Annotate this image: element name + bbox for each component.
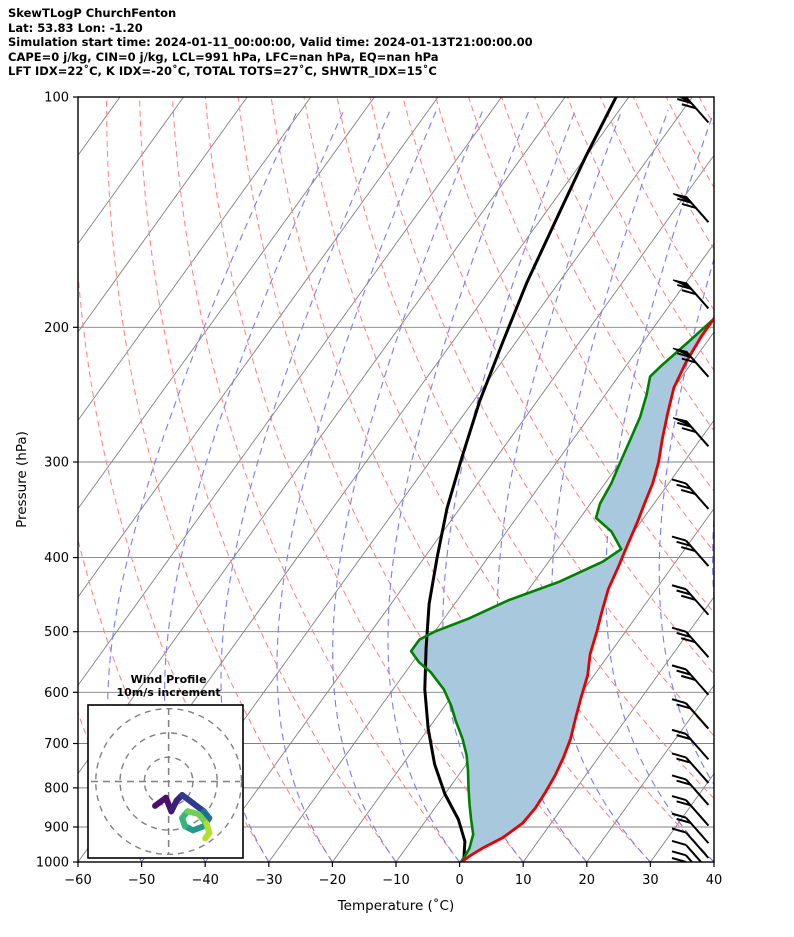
y-tick-label: 200: [44, 321, 69, 336]
dry-adiabat-line: [106, 97, 333, 862]
dry-adiabat-line: [765, 97, 794, 862]
wind-barb: [671, 827, 710, 859]
y-tick-label: 500: [44, 625, 69, 640]
hodograph-title-line1: Wind Profile: [131, 673, 207, 686]
header-times: Simulation start time: 2024-01-11_00:00:…: [8, 35, 533, 50]
wind-barb: [677, 97, 710, 124]
moist-adiabat-line: [220, 109, 391, 862]
wind-barb: [671, 812, 710, 844]
wind-barb: [671, 728, 710, 761]
isotherm-line: [78, 97, 312, 422]
x-tick-label: 0: [455, 873, 463, 888]
dry-adiabat-line: [402, 97, 714, 675]
x-tick-label: −20: [319, 873, 346, 888]
hodograph-grid: [91, 707, 243, 856]
y-tick-label: 800: [44, 781, 69, 796]
header-indices-2: LFT IDX=22˚C, K IDX=-20˚C, TOTAL TOTS=27…: [8, 64, 437, 79]
wind-barb: [671, 839, 703, 862]
dry-adiabat-line: [204, 97, 524, 862]
dry-adiabat-line: [732, 97, 794, 862]
y-tick-label: 700: [44, 737, 69, 752]
isotherm-line: [78, 97, 248, 333]
x-tick-label: −30: [255, 873, 282, 888]
x-tick-label: 10: [515, 873, 532, 888]
moist-adiabat-line: [107, 109, 299, 862]
wind-barb: [672, 347, 710, 378]
wind-barb: [671, 584, 710, 616]
isotherm-line: [268, 242, 714, 862]
wind-barb: [672, 417, 710, 447]
header-title: SkewTLogP ChurchFenton: [8, 6, 177, 20]
moist-adiabat-line: [332, 109, 484, 862]
moist-adiabat-line: [605, 109, 714, 862]
moist-adiabat-line: [276, 109, 438, 862]
temperature-trace: [461, 316, 714, 862]
hodograph-title-line2: 10m/s increment: [117, 686, 221, 699]
isotherm-line: [204, 154, 714, 862]
wind-barb: [671, 478, 710, 510]
isotherm-line: [78, 97, 375, 510]
x-tick-label: −10: [382, 873, 409, 888]
moist-adiabat-line: [712, 508, 714, 607]
dry-adiabat-line: [369, 97, 714, 737]
x-tick-label: −60: [64, 873, 91, 888]
x-axis-title: Temperature (˚C): [337, 897, 455, 914]
wind-barb: [671, 752, 710, 784]
x-tick-label: 30: [642, 873, 659, 888]
x-tick-label: 20: [579, 873, 596, 888]
moist-adiabat-line: [387, 109, 530, 862]
y-tick-label: 600: [44, 686, 69, 701]
isotherm-line: [778, 97, 794, 862]
wind-barb: [671, 626, 710, 658]
y-tick-label: 100: [44, 91, 69, 106]
wind-barb: [671, 664, 710, 696]
x-tick-label: −40: [191, 873, 218, 888]
y-tick-label: 400: [44, 551, 69, 566]
wind-barb: [671, 795, 710, 827]
moist-adiabat-line: [766, 110, 794, 862]
dry-adiabat-line: [435, 97, 714, 614]
header-indices-1: CAPE=0 j/kg, CIN=0 j/kg, LCL=991 hPa, LF…: [8, 49, 439, 64]
y-tick-label: 1000: [36, 856, 69, 871]
isotherm-line: [586, 684, 714, 862]
wind-barb: [672, 193, 710, 223]
wind-barb: [671, 535, 710, 567]
parcel-trace: [423, 97, 618, 862]
isotherm-line: [522, 596, 714, 862]
dry-adiabat-line: [171, 97, 460, 862]
moist-adiabat-line: [658, 256, 714, 786]
wind-barb: [671, 698, 710, 730]
figure-header: SkewTLogP ChurchFenton Lat: 53.83 Lon: -…: [8, 6, 788, 79]
isotherm-line: [78, 97, 439, 598]
isotherm-line: [78, 97, 502, 687]
saturated-layer-shading: [411, 318, 714, 862]
isotherm-line: [332, 331, 714, 862]
isotherm-line: [713, 861, 714, 862]
y-tick-label: 900: [44, 820, 69, 835]
wind-barb: [672, 279, 710, 310]
wind-barb: [671, 774, 710, 806]
dewpoint-trace: [409, 316, 714, 862]
header-latlon: Lat: 53.83 Lon: -1.20: [8, 20, 143, 35]
x-tick-label: 40: [706, 873, 723, 888]
dry-adiabat-line: [139, 97, 397, 862]
dry-adiabat-line: [237, 97, 588, 862]
hodograph-trace-segment: [202, 829, 213, 842]
y-tick-label: 300: [44, 455, 69, 470]
wind-barb: [671, 850, 694, 862]
x-tick-label: −50: [128, 873, 155, 888]
moist-adiabat-line: [163, 109, 345, 862]
isotherm-line: [78, 97, 184, 245]
y-axis-title: Pressure (hPa): [14, 431, 30, 528]
